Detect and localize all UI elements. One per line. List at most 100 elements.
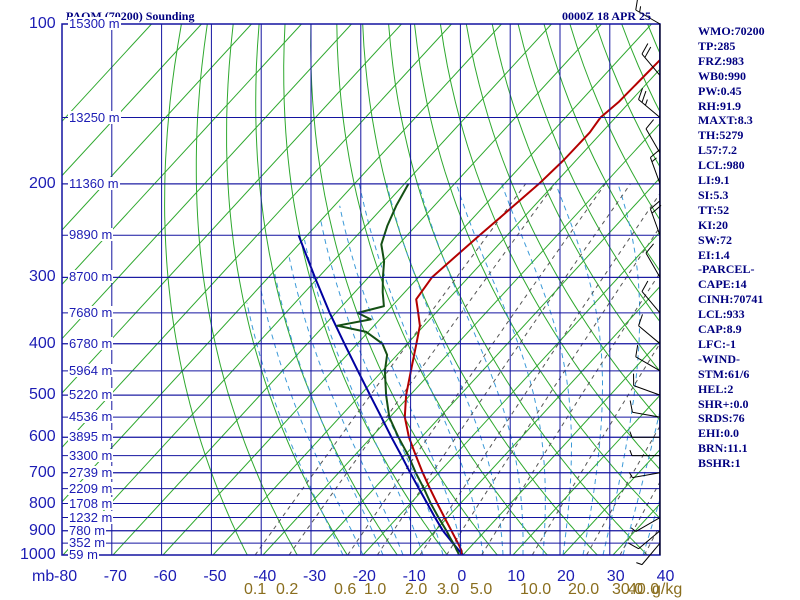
mixing-ratio-label: 30.0: [612, 581, 644, 598]
height-label: 59 m: [68, 547, 99, 562]
index-item: BSHR:1: [698, 456, 741, 471]
wind-barb-flag: [641, 280, 649, 292]
wind-barb-shaft: [635, 517, 661, 532]
wind-barb: [638, 314, 661, 345]
wind-barb: [630, 517, 661, 532]
index-item: TP:285: [698, 38, 736, 53]
wind-barb: [635, 0, 661, 25]
height-label: 11360 m: [68, 175, 120, 191]
isotherm: [62, 24, 452, 449]
height-label: 3300 m: [68, 447, 114, 463]
isotherm: [562, 448, 660, 555]
height-label: 13250 m: [68, 109, 121, 125]
wind-barb-flag: [628, 472, 633, 478]
wind-barb: [649, 200, 662, 236]
wind-barb-shaft: [632, 411, 661, 418]
temperature-tick-label: 40: [656, 568, 675, 585]
mixing-ratio-label: 1.0: [364, 581, 387, 598]
height-label: 5220 m: [68, 387, 114, 403]
wind-barb-shaft: [638, 99, 661, 118]
wind-barb-flag: [650, 149, 660, 158]
wind-barb-shaft: [649, 157, 661, 185]
wind-barb: [627, 530, 661, 550]
temperature-tick-label: -20: [352, 568, 376, 585]
index-item: -WIND-: [698, 351, 740, 366]
index-item: RH:91.9: [698, 98, 741, 113]
isotherm: [162, 24, 652, 555]
dry-adiabat: [362, 24, 598, 555]
temperature-tick-label: 30: [606, 568, 625, 585]
pressure-tick-label: 900: [29, 521, 56, 539]
dry-adiabat: [777, 24, 800, 555]
height-label: 5964 m: [68, 362, 114, 378]
pressure-tick-label: 700: [29, 463, 56, 481]
wind-barb-flag: [641, 43, 649, 55]
moist-adiabat: [260, 288, 364, 555]
index-item: TH:5279: [698, 128, 744, 143]
isotherm: [62, 24, 352, 340]
index-item: SW:72: [698, 232, 733, 247]
wind-barb-flag: [650, 200, 660, 210]
wind-barb: [641, 43, 661, 76]
index-item: LI:9.1: [698, 173, 730, 187]
index-item: FRZ:983: [698, 53, 744, 68]
index-item: TT:52: [698, 202, 730, 217]
isotherm: [62, 24, 402, 394]
wind-barb-flag: [641, 90, 647, 103]
mixing-ratio-line: [288, 183, 556, 555]
wind-barb: [628, 472, 661, 479]
index-item: LFC:-1: [698, 336, 736, 351]
mixing-ratio-label: 0.6: [334, 581, 357, 598]
wind-barb-flag: [651, 157, 657, 163]
index-item: CAPE:14: [698, 277, 747, 292]
index-item: L57:7.2: [698, 143, 737, 158]
wind-barb: [635, 344, 661, 372]
index-item: BRN:11.1: [698, 441, 748, 456]
isotherm: [212, 68, 660, 555]
temperature-tick-label: -80: [54, 568, 78, 585]
index-item: LCL:980: [698, 158, 745, 173]
index-item: EHI:0.0: [698, 426, 740, 441]
wind-barb-shaft: [641, 53, 661, 76]
mixing-ratio-label: 2.0: [405, 581, 428, 598]
wind-barb-flag: [635, 344, 639, 357]
index-item: SRDS:76: [698, 411, 745, 426]
pressure-tick-label: 400: [29, 334, 56, 352]
dewpoint-trace: [336, 183, 460, 555]
height-label: 1708 m: [68, 495, 114, 511]
index-item: STM:61/6: [698, 366, 750, 381]
mixing-ratio-line: [254, 183, 527, 555]
wind-barb-flag: [629, 449, 633, 456]
wind-barb: [641, 280, 661, 314]
dry-adiabat: [336, 24, 548, 555]
temperature-trace: [403, 58, 660, 555]
index-item: HEL:2: [698, 381, 734, 396]
isotherm: [412, 285, 660, 555]
mixing-ratio-label: 40.0: [628, 581, 660, 598]
mixing-ratio-unit: g/kg: [652, 581, 683, 598]
wind-barb-shaft: [645, 252, 661, 278]
wind-barb: [636, 542, 661, 566]
height-label: 780 m: [68, 522, 107, 538]
wind-barb: [629, 449, 660, 457]
isotherm: [112, 24, 602, 555]
wind-barb-shaft: [641, 542, 661, 565]
wind-barb: [629, 400, 661, 418]
height-label: 9890 m: [68, 227, 114, 243]
moist-adiabat: [339, 205, 464, 555]
wind-barb: [638, 88, 661, 118]
moist-adiabat: [274, 273, 384, 555]
wind-barb-flag: [638, 88, 643, 100]
mixing-ratio-line: [419, 192, 660, 555]
index-item: SHR+:0.0: [698, 396, 749, 411]
isotherm: [462, 340, 660, 555]
wind-barb-shaft: [645, 128, 661, 154]
dry-adiabat: [543, 24, 660, 273]
index-item: -PARCEL-: [698, 262, 755, 277]
height-label: 6780 m: [68, 335, 114, 351]
wind-barb-shaft: [638, 325, 661, 345]
mixing-ratio-line: [376, 183, 631, 555]
plot-area: [62, 24, 800, 555]
wind-barb-shaft: [649, 208, 661, 236]
wind-barb: [645, 119, 661, 154]
